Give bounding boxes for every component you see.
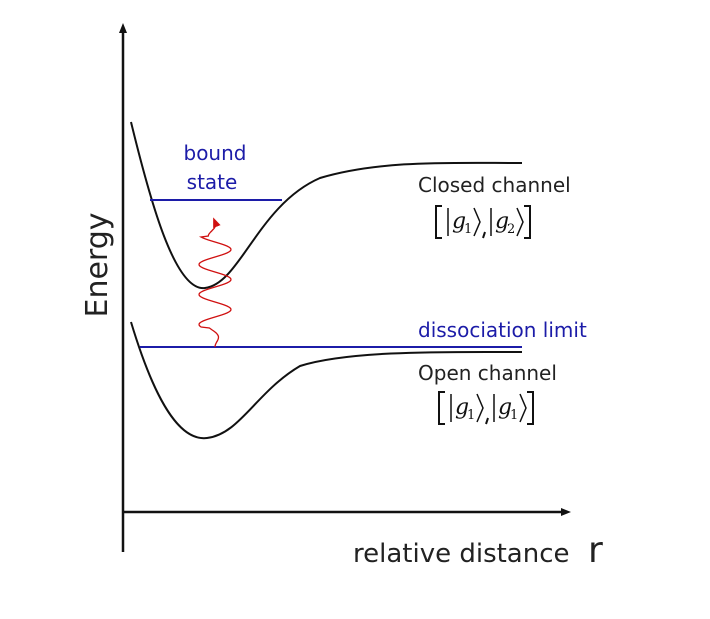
bracket (527, 391, 534, 425)
ket-index: 2 (507, 222, 515, 237)
dissociation-label: dissociation limit (418, 318, 587, 342)
ket-symbol: g (455, 395, 469, 420)
comma (485, 417, 489, 425)
open-channel-curve (130, 321, 523, 440)
bracket (435, 205, 442, 239)
ket-symbol: g (452, 209, 466, 234)
open-channel-label: Open channel (418, 361, 557, 385)
closed-channel-label: Closed channel (418, 173, 571, 197)
ket-index: 1 (510, 408, 518, 423)
ket-index: 1 (467, 408, 475, 423)
bound-label: bound (184, 141, 247, 165)
bracket (438, 391, 445, 425)
ket-angle (476, 393, 484, 423)
comma (482, 231, 486, 239)
closed-channel-curve (130, 121, 523, 290)
y-axis-label: Energy (80, 212, 115, 317)
ket-angle (519, 393, 527, 423)
x-axis-label: relative distance (353, 539, 570, 569)
x-axis-symbol: r (588, 530, 603, 571)
photon-arrow (198, 217, 232, 348)
ket-index: 1 (464, 222, 472, 237)
ket-symbol: g (495, 209, 509, 234)
ket-symbol: g (498, 395, 512, 420)
bracket (524, 205, 531, 239)
ket-angle (473, 207, 481, 237)
state-label: state (187, 170, 238, 194)
ket-angle (516, 207, 524, 237)
